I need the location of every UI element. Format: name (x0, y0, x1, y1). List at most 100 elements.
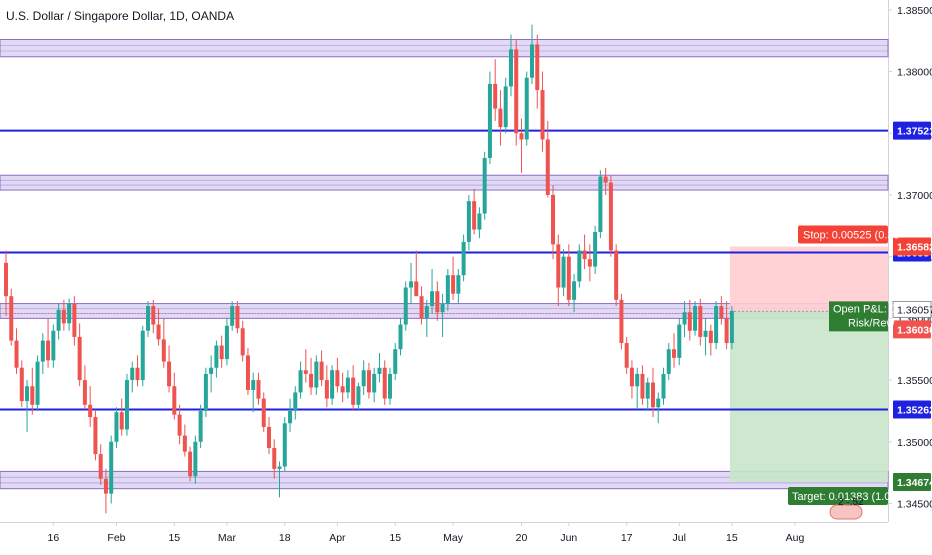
candle-body (309, 373, 314, 388)
target-price-badge: 1.34674 (893, 473, 932, 492)
candle-body (272, 447, 277, 469)
candle-body (498, 108, 503, 128)
candle-body (645, 382, 650, 399)
candle-body (403, 287, 408, 325)
current-price-badge-text: 1.36036 (897, 324, 932, 336)
candle-body (477, 213, 482, 230)
candle-body (224, 325, 229, 360)
candle-body (14, 340, 19, 368)
candle-body (382, 367, 387, 399)
stop-area (729, 246, 888, 312)
candle-body (140, 330, 145, 381)
candle-body (487, 83, 492, 158)
pnl-label-text: Open P&L: 0 (833, 303, 896, 315)
candle-body (88, 404, 93, 418)
candle-body (635, 373, 640, 387)
candle-body (551, 194, 556, 245)
candle-body (666, 349, 671, 374)
level-price-badge-text: 1.37521 (897, 126, 932, 138)
candle-body (230, 306, 235, 326)
candle-body (172, 386, 177, 415)
time-tick-label: 17 (621, 532, 633, 544)
pnl-label: Open P&L: 0 Risk/Rew (829, 301, 896, 332)
candle-body (440, 303, 445, 313)
current-price-badge-bg (893, 320, 931, 339)
candle-body (245, 355, 250, 390)
candle-body (51, 330, 56, 361)
candle-body (624, 343, 629, 368)
time-tick-label: Mar (218, 532, 237, 544)
stop-label: Stop: 0.00525 (0.39 (798, 225, 900, 244)
candle-body (419, 296, 424, 319)
time-tick-label: 20 (516, 532, 528, 544)
candle-body (524, 77, 529, 140)
entry-price-badge-bg (892, 300, 932, 318)
candle-body (214, 345, 219, 368)
candle-body (314, 361, 319, 388)
pnl-label-bg (829, 301, 888, 332)
candle-body (277, 466, 282, 469)
candle-body (508, 49, 513, 87)
candle-body (540, 90, 545, 140)
candle-body (288, 410, 293, 424)
target-label: Target: 0.01383 (1.02 (788, 487, 897, 506)
target-area (729, 311, 888, 483)
candle-body (650, 382, 655, 408)
time-tick-label: Jun (560, 532, 577, 544)
time-tick-label: 16 (47, 532, 59, 544)
candle-body (414, 281, 419, 297)
target-label-bg (788, 487, 888, 506)
level-price-badge: 1.35262 (893, 400, 932, 419)
time-tick-label: 15 (389, 532, 401, 544)
candle-body (188, 451, 193, 477)
candle-body (466, 201, 471, 242)
stop-price-badge-text: 1.36582 (897, 242, 932, 254)
stop-label-bg (798, 225, 888, 244)
candle-body (582, 250, 587, 260)
candle-body (267, 426, 271, 448)
candle-body (203, 373, 208, 411)
level-price-badge-bg (893, 400, 931, 419)
candle-body (19, 367, 24, 402)
zone-rect (0, 38, 889, 58)
candle-body (330, 370, 335, 399)
candle-body (56, 309, 61, 331)
candles-group (4, 24, 734, 514)
candle-body (303, 370, 308, 374)
candle-body (372, 373, 377, 393)
candle-body (629, 367, 634, 387)
stop-price-badge-bg (893, 237, 931, 256)
time-tick-label: Aug (786, 532, 805, 544)
candle-body (366, 370, 371, 393)
candle-body (656, 398, 661, 408)
candle-body (240, 328, 245, 356)
candle-body (93, 417, 98, 455)
stop-price-badge: 1.36582 (893, 237, 932, 256)
candle-body (167, 361, 172, 387)
candle-body (703, 330, 708, 337)
candle-body (72, 303, 77, 337)
candle-body (67, 303, 72, 324)
candle-body (25, 386, 30, 402)
candle-body (251, 380, 256, 390)
candle-body (114, 412, 119, 442)
candle-body (461, 241, 466, 276)
target-label-text: Target: 0.01383 (1.02 (792, 491, 897, 503)
stop-label-text: Stop: 0.00525 (0.39 (803, 230, 900, 242)
candle-body (677, 324, 682, 358)
candle-body (545, 139, 550, 195)
candle-body (556, 244, 561, 288)
candle-body (693, 306, 698, 331)
candle-body (472, 201, 477, 230)
rr-label-text: Risk/Rew (848, 317, 895, 329)
current-price-badge: 1.36036 (893, 320, 932, 339)
candle-body (530, 44, 534, 78)
candle-body (61, 309, 66, 324)
candle-body (672, 349, 677, 358)
candle-body (151, 306, 156, 325)
target-price-badge-bg (893, 473, 931, 492)
time-axis: 16 Feb 15 Mar 18 Apr 15 May 20 Jun 17 Jul 15 Aug (47, 522, 804, 544)
level-price-badge-text: 1.35262 (897, 404, 932, 416)
